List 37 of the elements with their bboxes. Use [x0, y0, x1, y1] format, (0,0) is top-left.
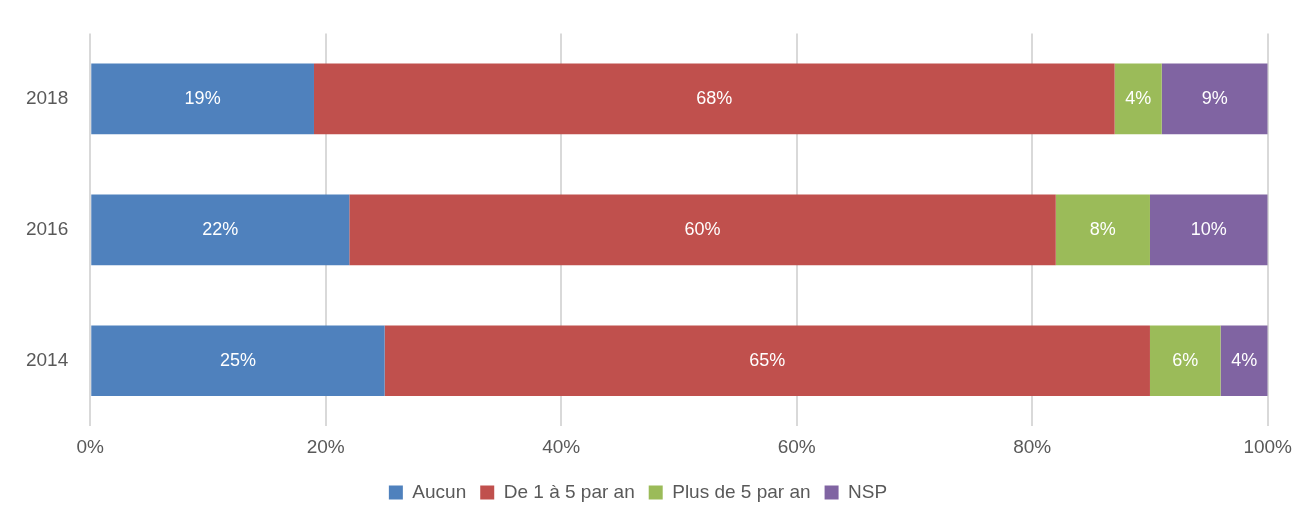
bar	[91, 63, 314, 135]
bar	[1149, 325, 1221, 397]
x-tick-label: 80%	[1013, 435, 1052, 457]
data-label: 4%	[1231, 349, 1258, 370]
bar	[1114, 63, 1162, 135]
legend-label: Aucun	[412, 480, 467, 502]
bar	[349, 194, 1056, 266]
bar	[1149, 194, 1268, 266]
x-tick-label: 20%	[306, 435, 345, 457]
bar	[91, 325, 385, 397]
bar	[1055, 194, 1150, 266]
y-tick-label: 2016	[25, 218, 69, 240]
y-tick-label: 2018	[25, 87, 69, 109]
y-tick-label: 2014	[25, 348, 69, 370]
data-label: 25%	[219, 349, 256, 370]
data-label: 8%	[1089, 218, 1116, 239]
x-tick-label: 40%	[542, 435, 581, 457]
x-tick-label: 60%	[777, 435, 816, 457]
legend-label: De 1 à 5 par an	[503, 480, 635, 502]
legend-label: NSP	[848, 480, 888, 502]
data-label: 60%	[684, 218, 721, 239]
x-tick-label: 0%	[76, 435, 105, 457]
data-label: 10%	[1190, 218, 1227, 239]
bar	[313, 63, 1115, 135]
data-label: 6%	[1172, 349, 1199, 370]
data-label: 9%	[1201, 87, 1228, 108]
bar	[91, 194, 350, 266]
x-tick-label: 100%	[1243, 435, 1293, 457]
legend-label: Plus de 5 par an	[672, 480, 811, 502]
data-label: 68%	[696, 87, 733, 108]
bar	[1220, 325, 1268, 397]
data-label: 22%	[202, 218, 239, 239]
bar	[1161, 63, 1268, 135]
data-label: 65%	[749, 349, 786, 370]
bar	[384, 325, 1150, 397]
data-label: 4%	[1125, 87, 1152, 108]
data-label: 19%	[184, 87, 221, 108]
